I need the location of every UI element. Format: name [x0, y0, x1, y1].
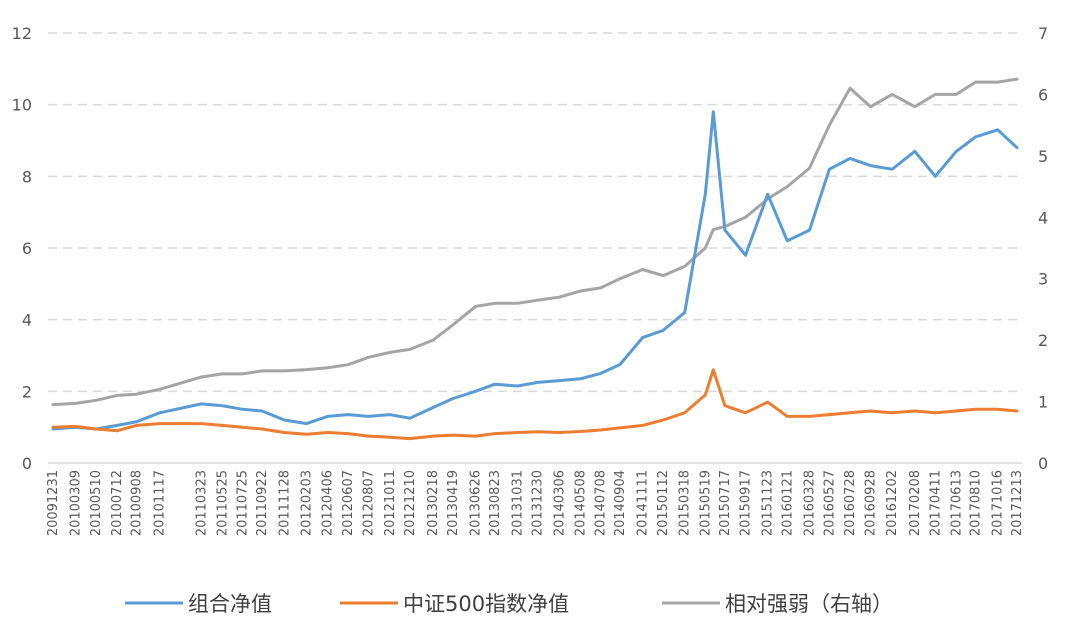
x-tick-label: 20160121 — [780, 470, 795, 536]
x-tick-label: 20120607 — [341, 470, 356, 536]
x-tick-label: 20140306 — [553, 470, 568, 536]
x-tick-label: 20160527 — [822, 470, 837, 536]
x-tick-label: 20120807 — [361, 470, 376, 536]
legend-label: 相对强弱（右轴） — [725, 592, 893, 616]
x-tick-label: 20110725 — [236, 470, 251, 536]
x-tick-label: 20091231 — [46, 470, 61, 536]
x-tick-label: 20100510 — [89, 470, 104, 536]
y2-tick-label: 1 — [1038, 393, 1048, 412]
y-tick-label: 12 — [12, 24, 32, 43]
x-tick-label: 20171016 — [991, 470, 1006, 536]
x-tick-label: 20110525 — [215, 470, 230, 536]
series-line — [51, 368, 1019, 441]
x-tick-label: 20151123 — [761, 470, 776, 536]
x-tick-label: 20150917 — [738, 470, 753, 536]
x-tick-label: 20141111 — [636, 470, 651, 536]
x-tick-label: 20150112 — [656, 470, 671, 536]
x-tick-label: 20160728 — [843, 470, 858, 536]
x-tick-label: 20170810 — [969, 470, 984, 536]
y-axis-right: 0 1 2 3 4 5 6 7 — [1038, 24, 1048, 473]
y-tick-label: 0 — [22, 454, 32, 473]
legend-label: 组合净值 — [188, 592, 272, 616]
x-tick-label: 20160928 — [864, 470, 879, 536]
x-tick-label: 20140508 — [573, 470, 588, 536]
x-tick-label: 20150318 — [678, 470, 693, 536]
y2-tick-label: 4 — [1038, 208, 1048, 227]
x-tick-label: 20110922 — [255, 470, 270, 536]
x-tick-label: 20170411 — [928, 470, 943, 536]
y-tick-label: 8 — [22, 167, 32, 186]
x-tick-label: 20100309 — [69, 470, 84, 536]
x-tick-label: 20170208 — [908, 470, 923, 536]
x-tick-label: 20121210 — [403, 470, 418, 536]
x-tick-label: 20130419 — [446, 470, 461, 536]
y-tick-label: 4 — [22, 311, 32, 330]
x-tick-label: 20130823 — [488, 470, 503, 536]
x-tick-label: 20140904 — [613, 470, 628, 536]
x-tick-label: 20161202 — [885, 470, 900, 536]
x-tick-label: 20111128 — [277, 470, 292, 536]
x-tick-label: 20150717 — [718, 470, 733, 536]
x-tick-label: 20110323 — [194, 470, 209, 536]
y2-tick-label: 0 — [1038, 454, 1048, 473]
x-tick-label: 20120203 — [300, 470, 315, 536]
y2-tick-label: 2 — [1038, 331, 1048, 350]
legend: 组合净值 中证500指数净值 相对强弱（右轴） — [125, 592, 893, 616]
x-tick-label: 20131230 — [531, 470, 546, 536]
x-tick-label: 20171213 — [1010, 470, 1025, 536]
x-tick-label: 20120406 — [321, 470, 336, 536]
y-tick-label: 2 — [22, 382, 32, 401]
x-tick-label: 20100908 — [129, 470, 144, 536]
x-tick-label: 20160328 — [803, 470, 818, 536]
x-tick-label: 20130626 — [469, 470, 484, 536]
series-line — [51, 110, 1019, 431]
x-tick-label: 20150519 — [698, 470, 713, 536]
y2-tick-label: 6 — [1038, 85, 1048, 104]
y2-tick-label: 3 — [1038, 270, 1048, 289]
x-axis: 20091231 20100309 20100510 20100712 20100908… — [46, 470, 1025, 536]
series-line — [51, 77, 1019, 407]
y2-tick-label: 5 — [1038, 147, 1048, 166]
y-tick-label: 6 — [22, 239, 32, 258]
y-axis-left: 0 2 4 6 8 10 12 — [12, 24, 32, 473]
y2-tick-label: 7 — [1038, 24, 1048, 43]
x-tick-label: 20130218 — [426, 470, 441, 536]
x-tick-label: 20131031 — [511, 470, 526, 536]
x-tick-label: 20101117 — [153, 470, 168, 536]
series-layer — [51, 77, 1019, 441]
x-tick-label: 20121011 — [383, 470, 398, 536]
gridlines — [48, 32, 1022, 464]
x-tick-label: 20100712 — [110, 470, 125, 536]
x-tick-label: 20170613 — [949, 470, 964, 536]
x-tick-label: 20140708 — [594, 470, 609, 536]
y-tick-label: 10 — [12, 96, 32, 115]
legend-label: 中证500指数净值 — [403, 592, 569, 616]
